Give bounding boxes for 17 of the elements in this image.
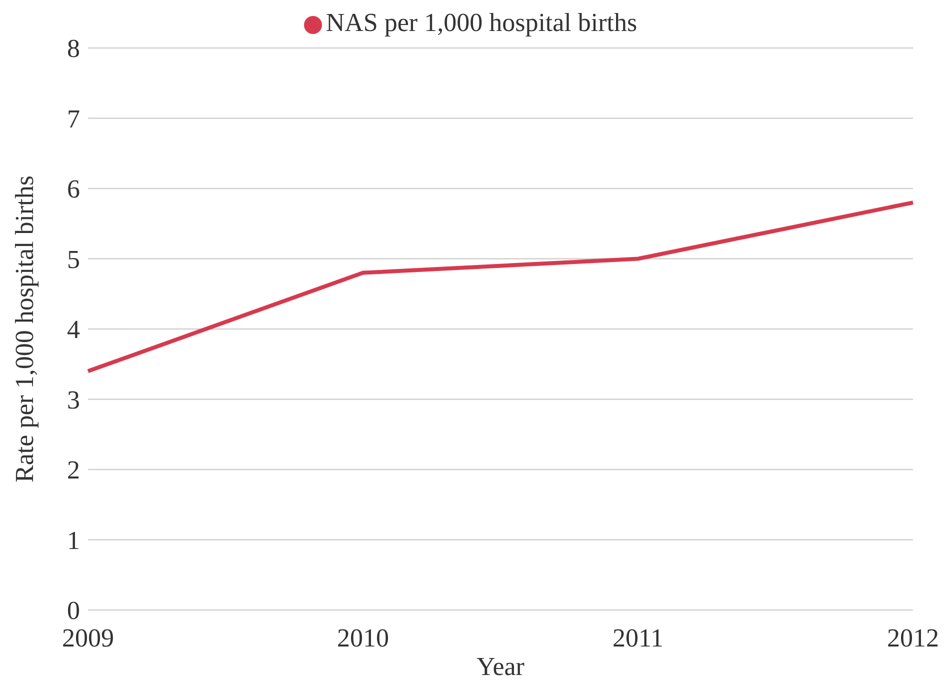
y-tick-label: 8 — [67, 34, 80, 64]
y-tick-label: 5 — [67, 244, 80, 274]
x-tick-label: 2011 — [612, 623, 664, 652]
x-axis-title: Year — [476, 652, 525, 681]
y-tick-label: 1 — [67, 526, 80, 555]
y-tick-label: 4 — [67, 315, 80, 344]
y-tick-label: 6 — [67, 174, 80, 204]
x-tick-label: 2012 — [887, 623, 939, 652]
legend-label: NAS per 1,000 hospital births — [326, 8, 638, 37]
y-tick-label: 0 — [67, 596, 80, 626]
y-tick-label: 7 — [67, 104, 80, 134]
x-tick-label: 2009 — [62, 623, 114, 652]
y-tick-label: 2 — [67, 456, 80, 485]
x-tick-label: 2010 — [337, 623, 389, 652]
y-tick-label: 3 — [67, 385, 80, 414]
line-series — [86, 200, 915, 374]
y-axis-title: Rate per 1,000 hospital births — [10, 176, 40, 482]
